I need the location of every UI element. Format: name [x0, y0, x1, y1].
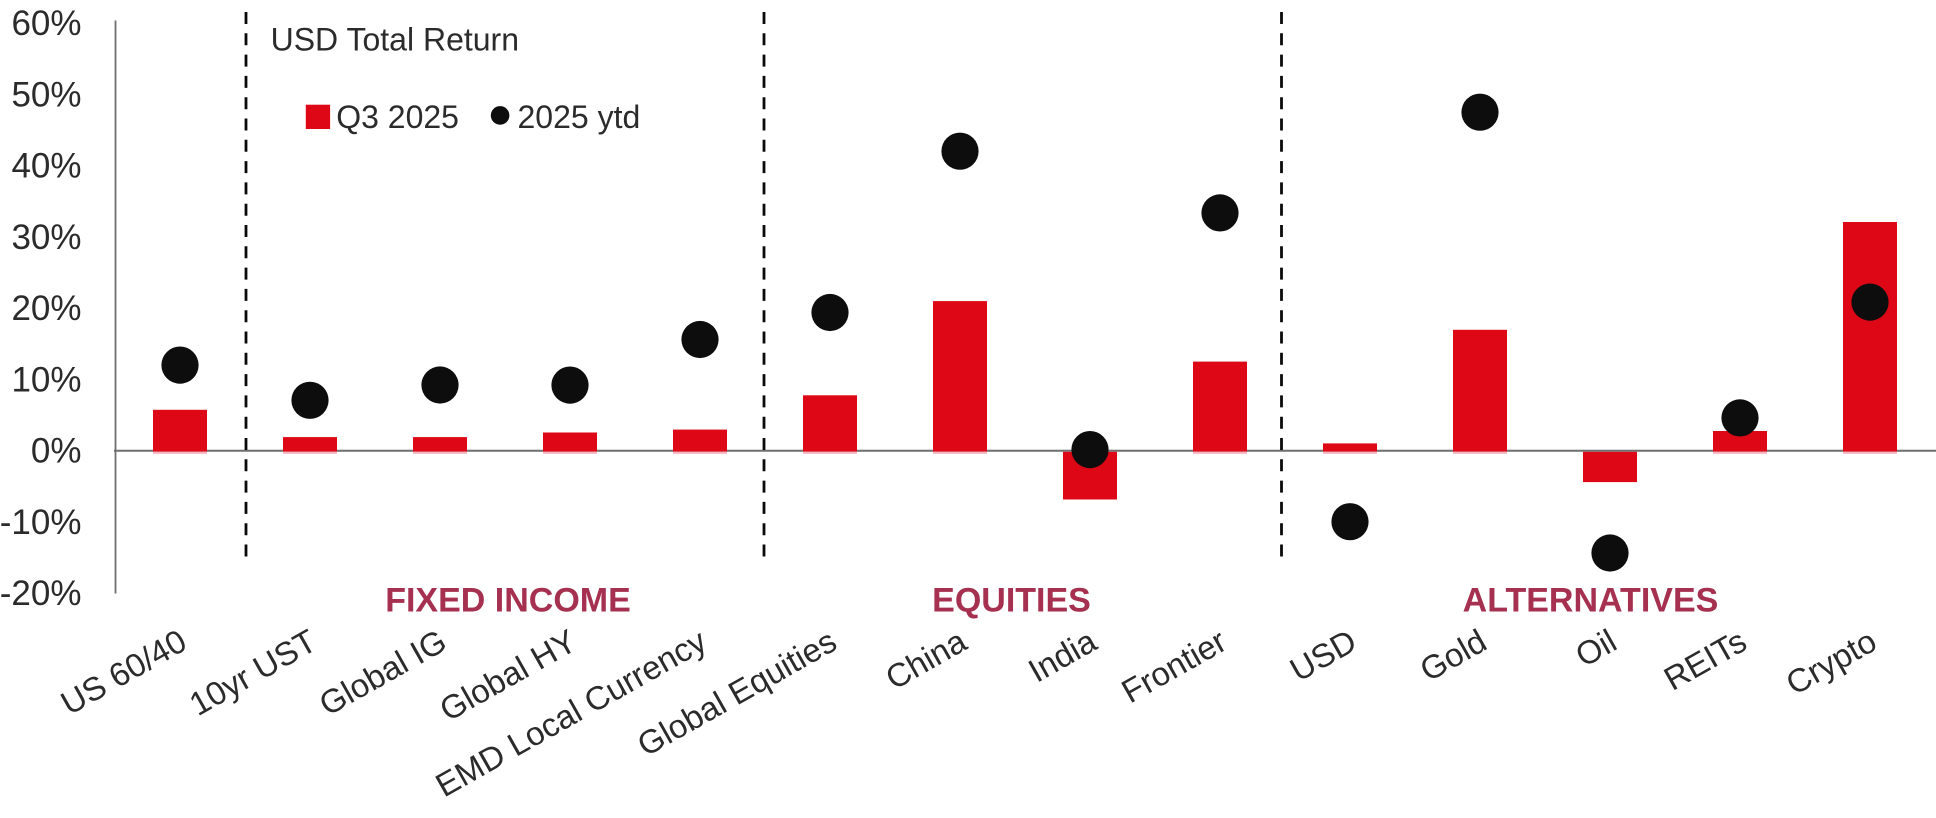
- svg-text:ALTERNATIVES: ALTERNATIVES: [1463, 582, 1719, 620]
- svg-text:-20%: -20%: [0, 574, 82, 613]
- svg-text:0%: 0%: [31, 432, 82, 471]
- svg-text:Q3 2025: Q3 2025: [336, 99, 459, 135]
- svg-text:50%: 50%: [11, 75, 81, 114]
- svg-text:-10%: -10%: [0, 503, 82, 542]
- svg-text:30%: 30%: [11, 218, 81, 257]
- svg-text:EQUITIES: EQUITIES: [932, 582, 1091, 620]
- svg-text:40%: 40%: [11, 147, 81, 186]
- svg-text:FIXED INCOME: FIXED INCOME: [385, 582, 631, 620]
- svg-text:60%: 60%: [11, 4, 81, 43]
- svg-text:USD Total Return: USD Total Return: [271, 22, 519, 58]
- svg-text:2025 ytd: 2025 ytd: [518, 99, 641, 135]
- svg-text:10%: 10%: [11, 360, 81, 399]
- svg-text:20%: 20%: [11, 289, 81, 328]
